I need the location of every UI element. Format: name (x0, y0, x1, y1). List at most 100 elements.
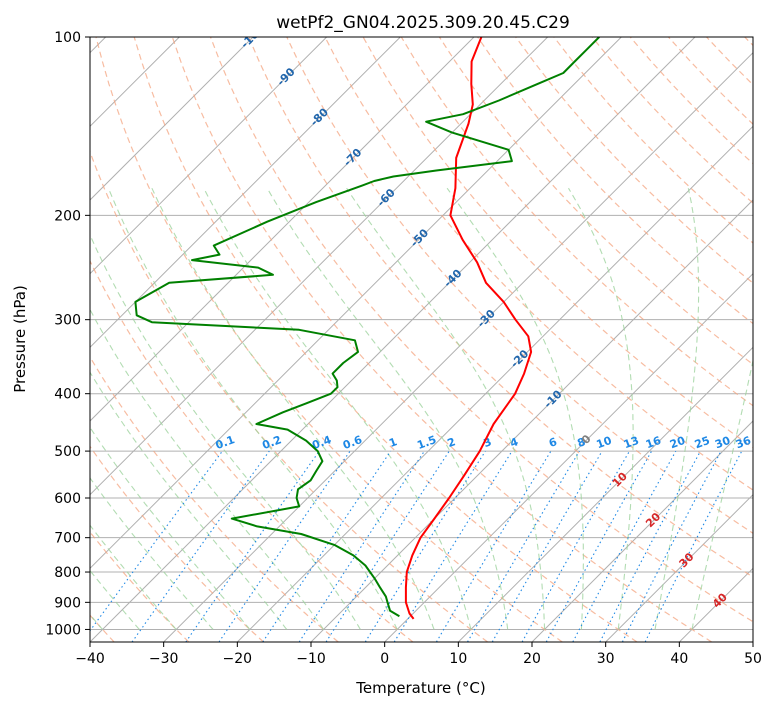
dry-adiabat-label: -10 (541, 387, 564, 410)
x-tick-label: 0 (380, 651, 389, 667)
dry-adiabat-line (438, 37, 753, 366)
dry-adiabat-line (515, 37, 753, 284)
y-tick-label: 300 (54, 313, 81, 329)
dry-adiabat-line (90, 355, 339, 642)
moist-adiabat-line (90, 308, 325, 630)
mixing-ratio-label: 10 (595, 434, 614, 452)
mixing-ratio-label: 8 (576, 435, 588, 450)
dry-adiabat-line (324, 37, 753, 491)
plot-frame (89, 36, 754, 643)
y-tick-label: 800 (54, 565, 81, 581)
dry-adiabat-line (667, 37, 753, 125)
mixing-ratio-label: 1.5 (415, 433, 438, 452)
x-tick-label: 50 (744, 651, 762, 667)
x-tick-label: 30 (597, 651, 615, 667)
y-axis-title: Pressure (hPa) (11, 285, 29, 393)
x-tick-label: 20 (523, 651, 541, 667)
dry-adiabats (90, 37, 753, 642)
moist-adiabat-line (90, 233, 361, 630)
isotherm-line (90, 37, 401, 349)
dry-adiabat-label: -70 (341, 146, 364, 169)
isotherm-line (384, 272, 753, 642)
y-tick-label: 1000 (45, 622, 81, 638)
moist-adiabats (90, 187, 753, 630)
y-tick-label: 200 (54, 208, 81, 224)
moist-adiabat-line (107, 187, 398, 630)
moist-adiabat-line (90, 524, 177, 630)
mixing-ratio-label: 36 (734, 434, 753, 452)
dry-adiabat-label: -60 (375, 186, 398, 209)
x-axis: −40 −30 −20 −10 0 10 20 30 40 50 (75, 642, 762, 667)
mixing-ratio-line (262, 450, 392, 642)
isotherm-line (678, 567, 753, 642)
mixing-ratio-line (90, 450, 223, 632)
mixing-ratio-label: 20 (668, 434, 687, 452)
mixing-ratio-label: 6 (547, 435, 559, 450)
mixing-ratio-line (131, 450, 270, 642)
mixing-ratio-line (218, 450, 351, 642)
dry-adiabat-line (90, 259, 414, 642)
dry-adiabat-line (706, 37, 753, 86)
mixing-ratio-line (364, 450, 486, 642)
mixing-ratio-line (599, 450, 701, 642)
y-tick-label: 600 (54, 491, 81, 507)
isotherm-line (605, 493, 753, 642)
isotherm-line (531, 420, 753, 642)
mixing-ratio-label: 16 (644, 434, 663, 452)
mixing-ratio-line (185, 450, 320, 642)
x-tick-label: −20 (223, 651, 253, 667)
dry-adiabat-line (209, 37, 753, 623)
plot-area: 0.1 0.2 0.4 0.6 1 1.5 2 3 4 6 8 10 13 16 20 25 30 36-100-… (90, 37, 753, 642)
x-tick-label: 10 (449, 651, 467, 667)
mixing-ratio-line (467, 450, 580, 642)
mixing-ratio-label: 4 (508, 435, 520, 450)
y-axis: 100 200 300 400 500 600 700 800 900 1000 (45, 30, 90, 638)
y-tick-label: 500 (54, 444, 81, 460)
y-tick-label: 700 (54, 531, 81, 547)
mixing-ratio-label: 0.1 (214, 433, 237, 452)
isotherm-line (90, 37, 254, 201)
chart-title: wetPf2_GN04.2025.309.20.45.C29 (276, 13, 570, 33)
x-tick-label: 40 (670, 651, 688, 667)
mixing-ratio-line (298, 450, 425, 642)
mixing-ratio-label: 1 (387, 435, 399, 450)
mixing-ratio-label: 0.4 (310, 433, 333, 452)
pressure-gridlines (90, 37, 753, 630)
isotherm-line (457, 346, 753, 642)
y-tick-label: 100 (54, 30, 81, 46)
mixing-ratio-line (435, 450, 552, 642)
mixing-ratio-label: 25 (693, 434, 712, 451)
isotherm-line (90, 37, 696, 642)
isotherm-line (163, 51, 753, 642)
mixing-ratio-lines (90, 450, 743, 642)
dry-adiabat-line (95, 37, 563, 642)
dry-adiabat-line (133, 37, 638, 642)
dry-adiabat-line (591, 37, 753, 204)
temperature-profile-line (404, 37, 533, 620)
moist-adiabat-line (568, 187, 634, 630)
moist-adiabat-line (446, 187, 584, 630)
mixing-ratio-label: 0.2 (260, 433, 283, 452)
isotherm-line (236, 125, 753, 642)
isotherm-line (90, 37, 328, 275)
skewed-isotherms (90, 37, 753, 642)
mixing-ratio-label: 30 (713, 434, 732, 452)
y-tick-label: 400 (54, 387, 81, 403)
x-tick-label: −10 (296, 651, 326, 667)
mixing-ratio-label: 13 (622, 434, 641, 451)
dry-adiabat-label: 30 (677, 550, 697, 570)
dry-adiabat-line (553, 37, 753, 244)
dry-adiabat-label: 40 (710, 590, 730, 610)
dry-adiabat-line (744, 37, 753, 47)
dry-adiabat-line (90, 445, 264, 642)
mixing-ratio-label: 0.6 (341, 433, 364, 452)
mixing-ratio-line (644, 450, 743, 642)
dry-adiabat-line (286, 37, 753, 534)
dry-adiabat-line (248, 37, 753, 578)
moist-adiabat-line (346, 187, 546, 630)
moist-adiabat-line (151, 187, 435, 630)
isotherm-line (90, 37, 475, 422)
x-tick-label: −30 (149, 651, 179, 667)
mixing-ratio-line (545, 450, 653, 642)
